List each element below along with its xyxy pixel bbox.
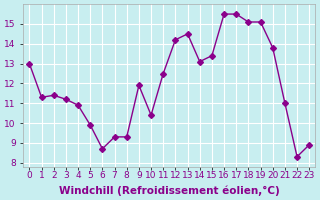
X-axis label: Windchill (Refroidissement éolien,°C): Windchill (Refroidissement éolien,°C) — [59, 185, 280, 196]
